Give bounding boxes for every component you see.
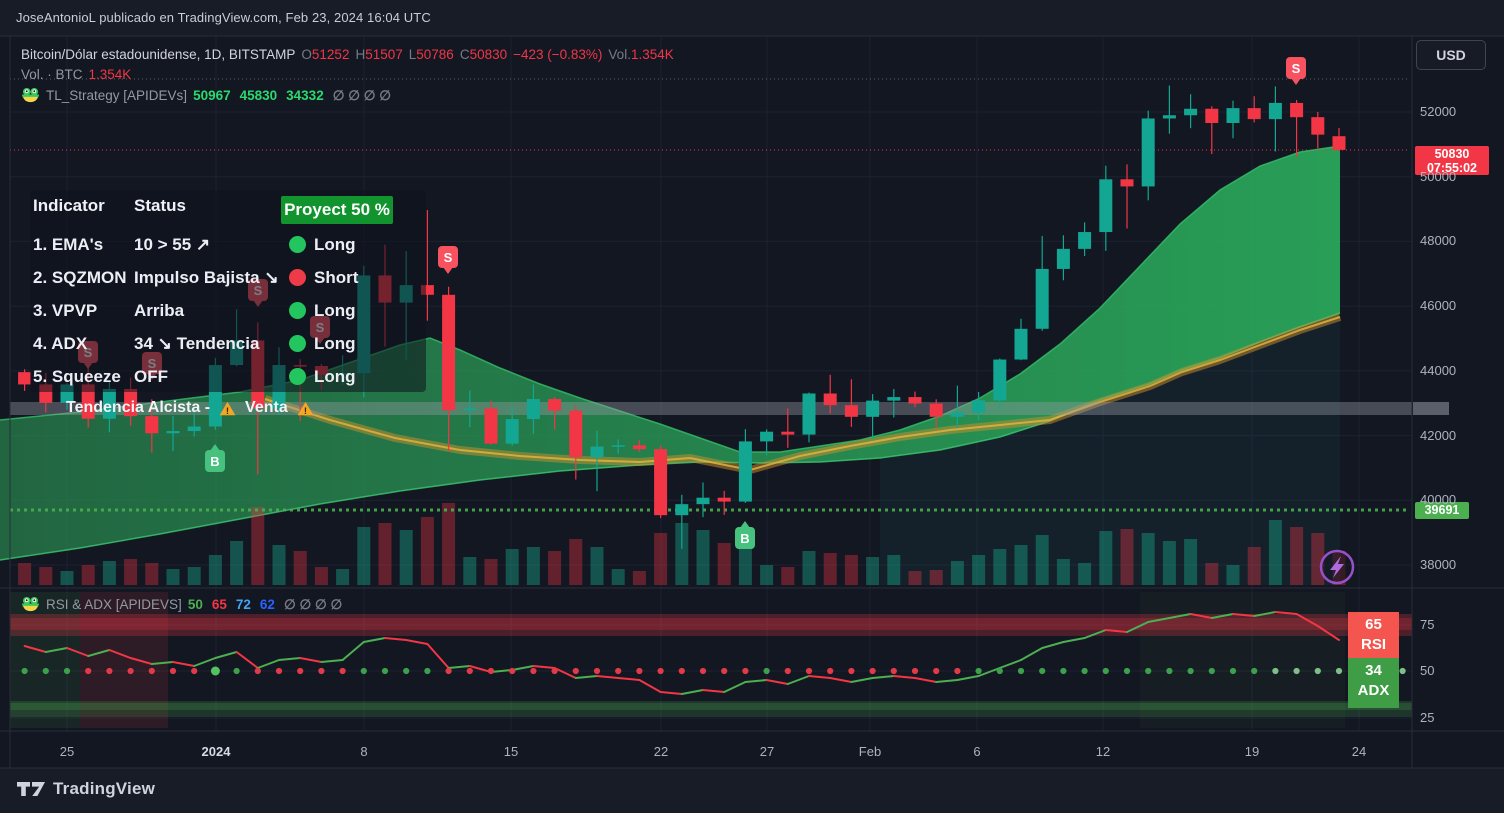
svg-text:!: ! (226, 405, 229, 415)
col-header-indicator: Indicator (33, 196, 105, 215)
time-tick: 12 (1095, 744, 1111, 759)
rsi-indicator-title[interactable]: RSI & ADX [APIDEVS] (46, 597, 182, 612)
strategy-values: 50967 45830 34332 ∅ ∅ ∅ ∅ (193, 87, 391, 103)
signal-dot (289, 302, 306, 319)
col-header-status: Status (134, 196, 186, 215)
frog-icon (21, 87, 40, 104)
currency-toggle-button[interactable]: USD (1416, 40, 1486, 70)
trend-band-label: Tendencia Alcista - ! Venta ! (66, 398, 314, 418)
time-tick: 6 (973, 744, 981, 759)
price-tick: 42000 (1420, 427, 1457, 443)
proyect-badge: Proyect 50 % (281, 196, 393, 224)
symbol-title[interactable]: Bitcoin/Dólar estadounidense, 1D, BITSTA… (21, 47, 296, 62)
volume-btc-value: 1.354K (88, 67, 132, 82)
rsi-tick: 25 (1420, 710, 1435, 725)
table-row: 4. ADX 34 ↘ Tendencia Long (33, 334, 356, 353)
price-tick: 40000 (1420, 492, 1457, 508)
signal-dot (289, 269, 306, 286)
volume-btc-label: Vol. · BTC (21, 67, 83, 82)
frog-icon (21, 596, 40, 613)
price-tick: 48000 (1420, 233, 1457, 249)
strategy-title[interactable]: TL_Strategy [APIDEVs] (46, 88, 188, 103)
signal-dot (289, 368, 306, 385)
adx-value-badge: 34 ADX (1348, 658, 1399, 708)
strategy-legend[interactable]: TL_Strategy [APIDEVs] 50967 45830 34332 ∅ ∅… (21, 87, 400, 104)
ohlc-low: L50786 (408, 47, 454, 62)
volume-value: Vol.1.354K (608, 47, 674, 62)
time-tick: 15 (503, 744, 519, 759)
table-row: 5. Squeeze OFF Long (33, 367, 356, 386)
table-row: 3. VPVP Arriba Long (33, 301, 356, 320)
price-tick: 44000 (1420, 362, 1457, 378)
warning-icon: ! (297, 401, 314, 416)
tradingview-logo[interactable]: TradingView (16, 779, 155, 799)
ohlc-high: H51507 (355, 47, 403, 62)
level-price-badge: 39691 (1415, 502, 1469, 519)
publication-header: JoseAntonioL publicado en TradingView.co… (16, 10, 431, 25)
time-tick: 24 (1351, 744, 1367, 759)
tradingview-wordmark: TradingView (53, 779, 156, 798)
symbol-legend[interactable]: Bitcoin/Dólar estadounidense, 1D, BITSTA… (21, 47, 674, 62)
indicator-status-table: Indicator Status Proyect 50 % 1. EMA's 1… (30, 190, 426, 392)
rsi-tick: 75 (1420, 617, 1435, 632)
time-tick: 25 (59, 744, 75, 759)
volume-btc-legend[interactable]: Vol. · BTC 1.354K (21, 67, 131, 82)
tradingview-mark-icon (16, 780, 46, 798)
rsi-value-badge: 65 RSI (1348, 612, 1399, 658)
signal-dot (289, 236, 306, 253)
price-tick: 46000 (1420, 298, 1457, 314)
bar-countdown: 07:55:02 (1426, 161, 1478, 175)
ohlc-close: C50830 (459, 47, 508, 62)
strategy-empty-values: ∅ ∅ ∅ ∅ (332, 87, 391, 103)
warning-icon: ! (219, 401, 236, 416)
price-tick: 38000 (1420, 557, 1457, 572)
time-tick: 19 (1244, 744, 1260, 759)
change-value: −423 (−0.83%) (513, 47, 603, 62)
rsi-indicator-values: 50 65 72 62 ∅ ∅ ∅ ∅ (187, 596, 343, 612)
price-tick: 50000 (1420, 168, 1457, 184)
time-tick: 22 (653, 744, 669, 759)
time-tick: 27 (759, 744, 775, 759)
time-tick: 8 (360, 744, 368, 759)
svg-text:!: ! (304, 405, 307, 415)
ohlc-open: O51252 (301, 47, 350, 62)
signal-dot (289, 335, 306, 352)
last-price-badge: 50830 07:55:02 (1415, 146, 1489, 175)
last-price-value: 50830 (1434, 147, 1470, 161)
table-row: 2. SQZMON Impulso Bajista ↘ Short (33, 268, 359, 287)
rsi-empty-values: ∅ ∅ ∅ ∅ (283, 596, 343, 612)
time-tick: 2024 (201, 744, 231, 759)
rsi-indicator-legend[interactable]: RSI & ADX [APIDEVS] 50 65 72 62 ∅ ∅ ∅ ∅ (21, 596, 351, 613)
time-tick: Feb (858, 744, 882, 759)
table-row: 1. EMA's 10 > 55 ↗ Long (33, 235, 356, 254)
rsi-tick: 50 (1420, 663, 1435, 678)
price-tick: 52000 (1420, 104, 1457, 119)
